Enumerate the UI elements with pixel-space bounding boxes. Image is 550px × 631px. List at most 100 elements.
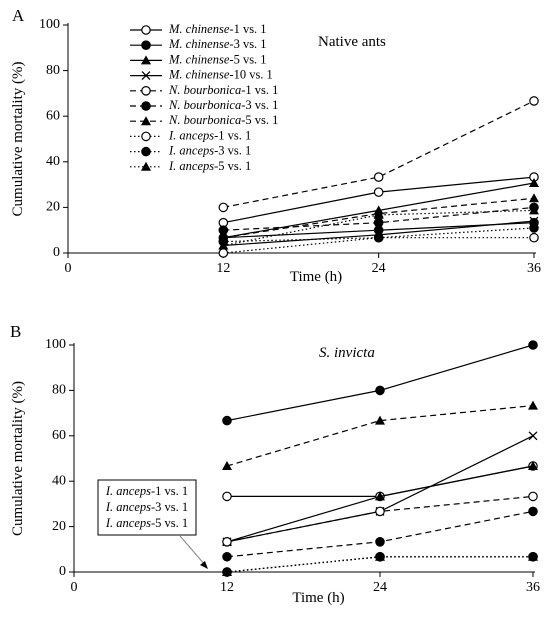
data-point-circle-open — [222, 537, 232, 547]
series-n-bourbonica-3-vs-1 — [222, 506, 538, 562]
data-point-circle-filled — [222, 415, 232, 426]
data-point-circle-filled — [528, 340, 538, 350]
data-point-circle-filled — [222, 551, 232, 562]
legend-entry: M. chinense-5 vs. 1 — [168, 52, 267, 66]
legend-entry: N. bourbonica-1 vs. 1 — [168, 83, 278, 97]
legend-ratio: -5 vs. 1 — [229, 52, 266, 66]
y-tick-label: 0 — [59, 564, 66, 579]
legend-marker-triangle-filled — [141, 116, 151, 126]
legend-marker-x — [141, 71, 151, 81]
data-point-circle-open — [529, 96, 539, 106]
panel-annotation: S. invicta — [319, 345, 375, 361]
data-point-triangle-filled — [375, 491, 385, 501]
data-point-triangle-filled — [375, 415, 385, 425]
series-line — [226, 510, 534, 558]
series-line — [226, 344, 534, 422]
data-point-triangle-filled — [375, 551, 385, 561]
y-axis-label: Cumulative mortality (%) — [10, 381, 26, 536]
x-tick-label: 36 — [526, 580, 540, 595]
x-tick-label: 0 — [71, 580, 78, 595]
callout-line: I. anceps-3 vs. 1 — [105, 500, 188, 514]
series-n-bourbonica-5-vs-1 — [222, 400, 538, 470]
legend-species: N. bourbonica — [168, 113, 241, 127]
legend-marker-circle-filled — [141, 146, 151, 157]
legend-entry: I. anceps-1 vs. 1 — [168, 128, 251, 142]
legend: M. chinense-1 vs. 1M. chinense-3 vs. 1M.… — [130, 22, 278, 173]
x-axis-label: Time (h) — [290, 269, 342, 285]
data-point-circle-filled — [529, 223, 539, 233]
legend-marker-circle-open — [141, 86, 151, 96]
data-point-circle-open — [529, 232, 539, 243]
legend-marker-circle-open — [141, 131, 151, 142]
legend-species: I. anceps — [168, 128, 214, 142]
data-point-circle-filled — [528, 506, 538, 517]
data-point-triangle-filled — [222, 460, 232, 470]
legend-species: M. chinense — [168, 67, 230, 81]
callout-species: I. anceps — [105, 500, 151, 514]
y-tick-label: 0 — [53, 245, 60, 260]
y-tick-label: 60 — [46, 108, 60, 123]
data-point-circle-open — [373, 187, 384, 197]
legend-species: N. bourbonica — [168, 98, 241, 112]
legend-ratio: -1 vs. 1 — [214, 128, 251, 142]
data-point-circle-filled — [373, 232, 384, 243]
panel-label: B — [10, 322, 21, 341]
series-i-anceps-3-vs-1 — [218, 223, 539, 247]
data-point-circle-open — [528, 491, 538, 502]
data-point-triangle-filled — [529, 193, 539, 203]
legend-marker-circle-filled — [141, 40, 151, 50]
data-point-triangle-filled — [528, 460, 538, 470]
callout-box — [97, 479, 197, 536]
legend-ratio: -1 vs. 1 — [241, 83, 278, 97]
y-tick-label: 100 — [39, 17, 60, 32]
legend-species: M. chinense — [168, 52, 230, 66]
legend-ratio: -3 vs. 1 — [241, 98, 278, 112]
data-point-circle-open — [375, 506, 385, 517]
data-point-x — [528, 431, 538, 441]
legend-marker-triangle-filled — [141, 55, 151, 65]
y-tick-label: 40 — [52, 473, 66, 488]
series-line — [223, 197, 535, 239]
y-tick-label: 40 — [46, 154, 60, 169]
series-i-anceps-5-vs-1 — [218, 205, 539, 250]
callout-ratio: -5 vs. 1 — [151, 516, 188, 530]
panel-annotation: Native ants — [318, 34, 386, 50]
data-point-triangle-filled — [529, 205, 539, 215]
callout-species: I. anceps — [105, 484, 151, 498]
legend-marker-triangle-filled — [141, 161, 151, 171]
data-point-triangle-filled — [222, 567, 232, 576]
series-line — [223, 100, 535, 208]
x-tick-label: 0 — [65, 261, 72, 276]
x-tick-label: 12 — [216, 261, 230, 276]
legend-entry: M. chinense-1 vs. 1 — [168, 22, 267, 36]
legend-ratio: -10 vs. 1 — [229, 67, 272, 81]
legend-ratio: -5 vs. 1 — [214, 159, 251, 173]
legend-species: N. bourbonica — [168, 83, 241, 97]
legend-species: I. anceps — [168, 159, 214, 173]
legend-species: I. anceps — [168, 143, 214, 157]
x-tick-label: 24 — [372, 261, 386, 276]
data-point-triangle-filled — [218, 240, 229, 250]
legend-ratio: -3 vs. 1 — [214, 143, 251, 157]
legend-ratio: -1 vs. 1 — [229, 22, 266, 36]
data-point-triangle-filled — [528, 551, 538, 561]
y-tick-label: 100 — [45, 337, 66, 352]
series-line — [226, 435, 534, 543]
x-tick-label: 12 — [220, 580, 234, 595]
panel-label: A — [12, 6, 25, 25]
series-line — [226, 495, 534, 543]
data-point-circle-filled — [375, 385, 385, 396]
legend-marker-circle-open — [141, 25, 151, 35]
x-tick-label: 24 — [373, 580, 387, 595]
chart-panel-a: A 0 20 40 60 80 100 0 12 24 36 Time (h) Cumulative m… — [10, 6, 541, 285]
x-axis-label: Time (h) — [292, 590, 344, 606]
callout-pointer — [179, 535, 207, 567]
legend-entry: M. chinense-10 vs. 1 — [168, 67, 273, 81]
data-point-circle-open — [222, 491, 232, 502]
data-point-circle-filled — [375, 537, 385, 547]
callout-ratio: -1 vs. 1 — [151, 484, 188, 498]
series-i-anceps-5-vs-1 — [222, 551, 538, 576]
y-tick-label: 20 — [46, 200, 60, 215]
y-tick-label: 60 — [52, 428, 66, 443]
